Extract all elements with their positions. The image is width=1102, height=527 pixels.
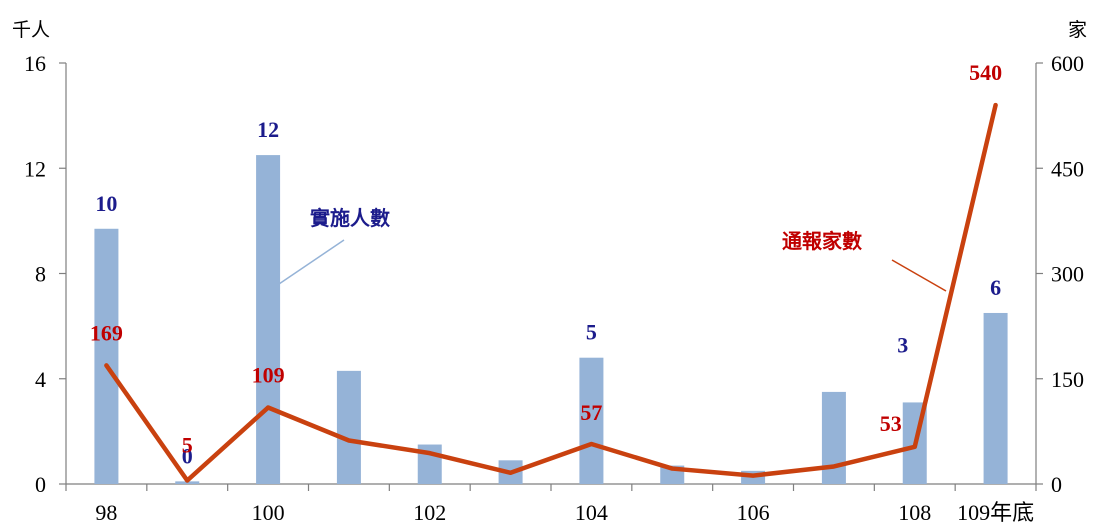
x-tick-label: 102 bbox=[413, 500, 446, 525]
bar-data-label: 5 bbox=[586, 320, 597, 345]
y-right-unit-label: 家 bbox=[1068, 19, 1087, 41]
line-point bbox=[993, 103, 998, 108]
bar-data-label: 0 bbox=[182, 443, 193, 468]
x-tick-label: 106 bbox=[737, 500, 770, 525]
line-point bbox=[912, 444, 917, 449]
y-left-tick-label: 4 bbox=[35, 367, 46, 392]
line-data-label: 5 bbox=[182, 432, 193, 457]
x-tick-label: 108 bbox=[898, 500, 931, 525]
line-point bbox=[104, 363, 109, 368]
line-data-label: 109 bbox=[252, 363, 285, 388]
bar bbox=[94, 228, 119, 484]
bar bbox=[579, 357, 604, 484]
line-data-label: 169 bbox=[90, 320, 123, 345]
bar-annotation-label: 實施人數 bbox=[310, 206, 390, 230]
y-right-tick-label: 150 bbox=[1051, 367, 1084, 392]
y-left-unit-label: 千人 bbox=[12, 19, 50, 41]
bar-data-label: 10 bbox=[95, 191, 117, 216]
x-tick-label: 104 bbox=[575, 500, 608, 525]
line-data-label: 53 bbox=[880, 411, 902, 436]
line-path bbox=[104, 102, 998, 483]
line-data-label: 57 bbox=[580, 400, 602, 425]
bar-data-label: 3 bbox=[897, 332, 908, 357]
line-point bbox=[508, 470, 513, 475]
bar-annotation-leader bbox=[278, 239, 345, 285]
line-series bbox=[104, 102, 998, 483]
line-annotation-label: 通報家數 bbox=[782, 229, 862, 253]
line-annotation-leader bbox=[891, 259, 947, 292]
y-left-tick-label: 0 bbox=[35, 472, 46, 497]
line-point bbox=[589, 442, 594, 447]
x-tick-label: 109年底 bbox=[957, 500, 1034, 525]
bar bbox=[336, 370, 361, 484]
bar bbox=[821, 391, 846, 484]
bar bbox=[983, 312, 1008, 484]
line-point bbox=[346, 438, 351, 443]
x-tick-label: 100 bbox=[252, 500, 285, 525]
y-right-tick-label: 300 bbox=[1051, 262, 1084, 287]
y-left-tick-label: 8 bbox=[35, 262, 46, 287]
y-left-tick-label: 12 bbox=[24, 156, 46, 181]
y-right-tick-label: 450 bbox=[1051, 156, 1084, 181]
line-data-label: 540 bbox=[969, 60, 1002, 85]
line-point bbox=[185, 478, 190, 483]
bar-data-label: 12 bbox=[257, 117, 279, 142]
line-point bbox=[427, 451, 432, 456]
y-right-tick-label: 600 bbox=[1051, 51, 1084, 76]
bar bbox=[256, 155, 281, 484]
y-left-tick-label: 16 bbox=[24, 51, 46, 76]
bar-data-label: 6 bbox=[990, 275, 1001, 300]
x-tick-label: 98 bbox=[95, 500, 117, 525]
bar-series bbox=[94, 155, 1008, 484]
line-point bbox=[831, 464, 836, 469]
y-right-tick-label: 0 bbox=[1051, 472, 1062, 497]
line-point bbox=[266, 405, 271, 410]
line-point bbox=[751, 473, 756, 478]
line-point bbox=[670, 466, 675, 471]
